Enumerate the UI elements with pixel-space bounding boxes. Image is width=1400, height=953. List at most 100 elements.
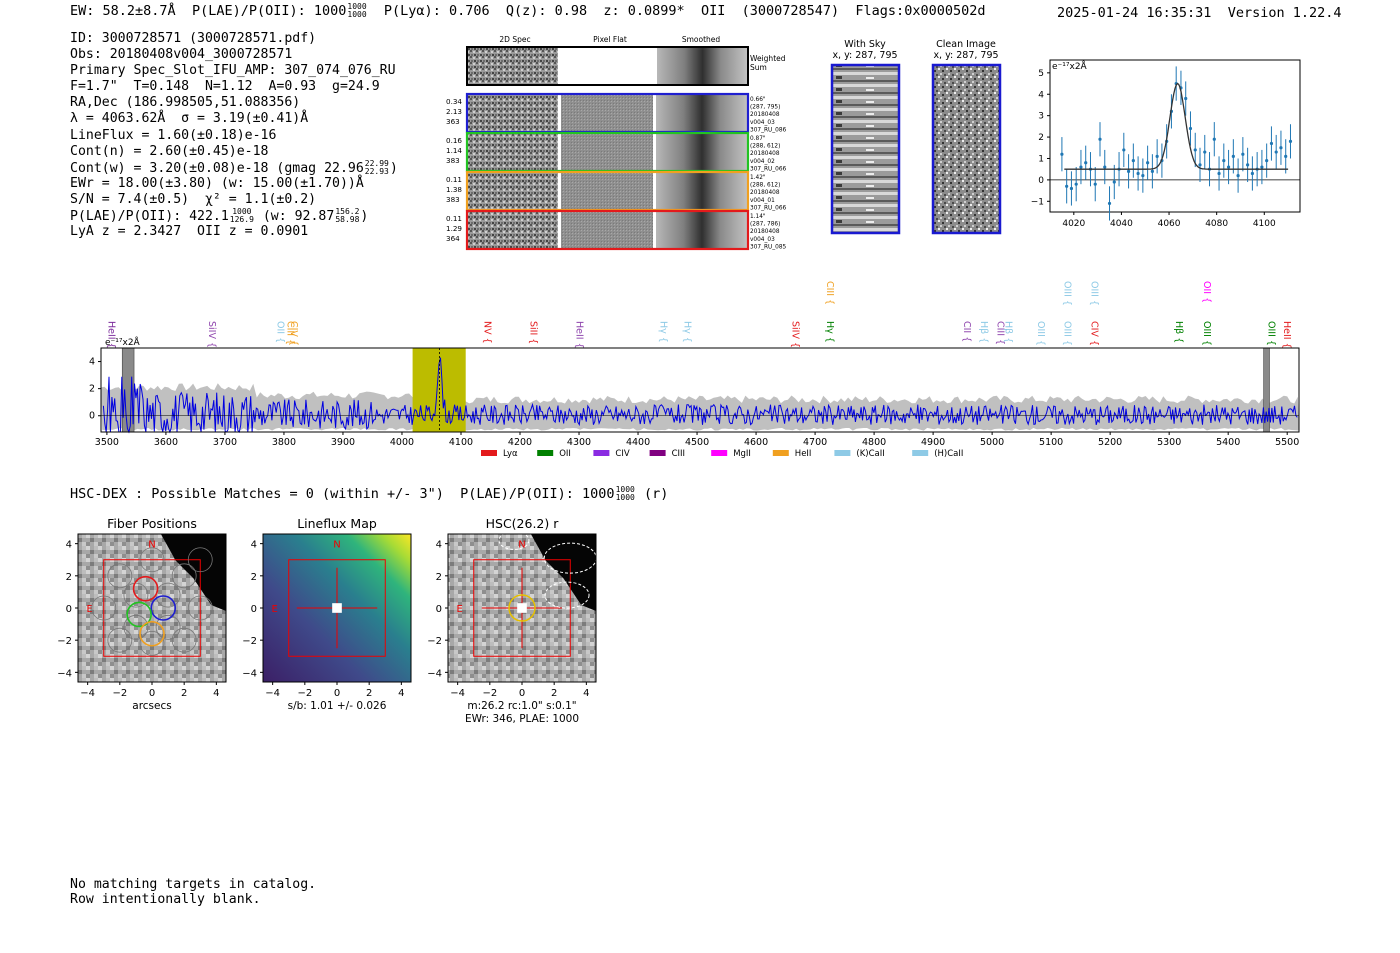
panel-xlabel: arcsecs (132, 700, 171, 712)
cutout-row-stat: 1.14 (446, 146, 462, 155)
fit-point (1203, 150, 1207, 154)
cutout-row-meta: 20180408 (750, 151, 780, 157)
fit-point (1093, 182, 1097, 186)
panel-xtick-label: −2 (482, 688, 497, 699)
qz-value: Q(z): 0.98 (505, 3, 588, 19)
legend-swatch (772, 450, 789, 456)
fit-point (1193, 148, 1197, 152)
panel-xtick-label: 4 (398, 688, 404, 699)
with-sky-image (830, 63, 901, 235)
spectrum-line-label: Hβ { (978, 321, 989, 343)
cutout-row-stat: 363 (446, 117, 460, 126)
spectrum-xtick-label: 4900 (921, 437, 945, 448)
panel-ytick-label: 0 (66, 604, 72, 615)
cutout-row-stat: 364 (446, 234, 460, 243)
fit-axes (1049, 59, 1301, 213)
spectrum-line-label: Hγ { (824, 321, 835, 343)
z-value: z: 0.0899* (603, 3, 685, 19)
spectrum-line-label: OIII { (1062, 281, 1073, 306)
fit-point (1269, 141, 1274, 146)
east-label: E (271, 604, 277, 615)
east-label: E (86, 604, 92, 615)
summary-ewr: EWr = 18.00(±3.80) (w: 15.00(±1.70))Å (70, 175, 364, 191)
cutout-row-meta: 307_RU_086 (750, 127, 787, 133)
panel-ytick-label: 0 (436, 604, 442, 615)
legend-label: HeII (795, 449, 812, 459)
spectrum-line-label: SiIV { (206, 321, 217, 348)
fiber-circle (107, 563, 133, 589)
footer-line-1: No matching targets in catalog. (70, 877, 317, 892)
panel-xtick-label: 4 (583, 688, 589, 699)
east-label: E (456, 604, 462, 615)
fit-point (1126, 169, 1131, 173)
aperture-box (473, 559, 571, 657)
bright-source-region (160, 534, 226, 611)
cutout-row-stat: 0.34 (446, 97, 462, 106)
version: Version 1.22.4 (1227, 5, 1342, 21)
spectrum-line-label: OIII { (1062, 321, 1073, 346)
summary-id: ID: 3000728571 (3000728571.pdf) (70, 31, 317, 46)
fit-ytick-label: 5 (1038, 69, 1044, 79)
legend-label: OII (559, 449, 571, 459)
spectrum-line-label: CIV { (1088, 321, 1099, 346)
spectrum-ytick-label: 0 (89, 411, 95, 422)
cutout-row-stat: 383 (446, 195, 460, 204)
cutout-row-stat: 2.13 (446, 107, 462, 116)
spectrum-xtick-label: 5500 (1275, 437, 1299, 448)
imaging-panels: Fiber Positions N E −4 −2 0 2 4 4 2 0 −2 −4 arcsecs Li… (57, 516, 597, 725)
fiber-circle (139, 630, 165, 656)
plae-value: 1000 (313, 3, 347, 19)
clean-image-title: Clean Image (936, 39, 996, 50)
cutout-row-stat: 0.11 (446, 214, 462, 223)
fit-point (1284, 154, 1288, 158)
plae-range: 1000 1000 (347, 2, 367, 19)
spectrum-ytick-label: 4 (89, 357, 95, 368)
spectrum-xtick-label: 5200 (1098, 437, 1122, 448)
spectrum-line-label: OIII { (1265, 321, 1276, 346)
timestamp: 2025-01-24 16:35:31 (1057, 5, 1212, 21)
spectrum-xtick-label: 5100 (1039, 437, 1063, 448)
selected-fiber (150, 595, 177, 621)
fit-xtick-label: 4080 (1205, 219, 1228, 229)
panel-xtick-label: −4 (265, 688, 280, 699)
selected-fiber (126, 601, 152, 628)
spectrum-xtick-label: 4100 (449, 437, 473, 448)
fit-point (1155, 154, 1159, 158)
spectrum-xtick-label: 4200 (508, 437, 532, 448)
cutout-row-meta: 1.42" (750, 175, 766, 181)
legend-label: CIII (672, 449, 685, 459)
summary-lambda: λ = 4063.62Å σ = 3.19(±0.41)Å (70, 111, 309, 127)
fit-model-curve (1064, 82, 1289, 170)
panel-xtick-label: −4 (80, 688, 95, 699)
with-sky-coord: x, y: 287, 795 (832, 50, 897, 61)
fit-point (1241, 152, 1245, 156)
panel-xtick-label: 2 (366, 688, 372, 699)
fiber-circle (123, 614, 149, 640)
fit-point (1079, 165, 1083, 169)
clean-image-coord: x, y: 287, 795 (933, 50, 998, 61)
fit-ytick-label: 1 (1038, 154, 1044, 164)
legend-swatch (649, 450, 666, 456)
cutout-row-stat: 1.38 (446, 185, 462, 194)
summary-contn: Cont(n) = 2.60(±0.45)e-18 (70, 143, 269, 159)
spectrum-line-label: Hγ { (657, 321, 668, 343)
panel-ytick-label: 2 (66, 572, 72, 583)
spectrum-unit-label: e⁻¹⁷x2Å (105, 336, 141, 348)
cutout-row-meta: v004_01 (750, 198, 775, 204)
cutout-row-meta: v004_03 (750, 120, 775, 126)
col-pixel-flat: Pixel Flat (593, 35, 627, 44)
panel-ytick-label: −4 (57, 668, 72, 679)
spectrum-xtick-label: 3600 (154, 437, 178, 448)
spectrum-line-label: HeII { (574, 321, 585, 349)
legend-label: (K)CaII (856, 449, 884, 459)
fit-point (1198, 163, 1202, 167)
summary-plae: P(LAE)/P(OII): 422.1 1000 126.9 (w: 92.87 1… (70, 207, 369, 225)
fit-point (1212, 137, 1216, 141)
fit-point (1103, 165, 1107, 169)
fit-point (1260, 165, 1264, 169)
fiber-circle (171, 627, 197, 653)
panel-xtick-label: 0 (149, 688, 155, 699)
cutout-row-meta: (287, 786) (750, 222, 780, 228)
cutout-row-stat: 383 (446, 156, 460, 165)
